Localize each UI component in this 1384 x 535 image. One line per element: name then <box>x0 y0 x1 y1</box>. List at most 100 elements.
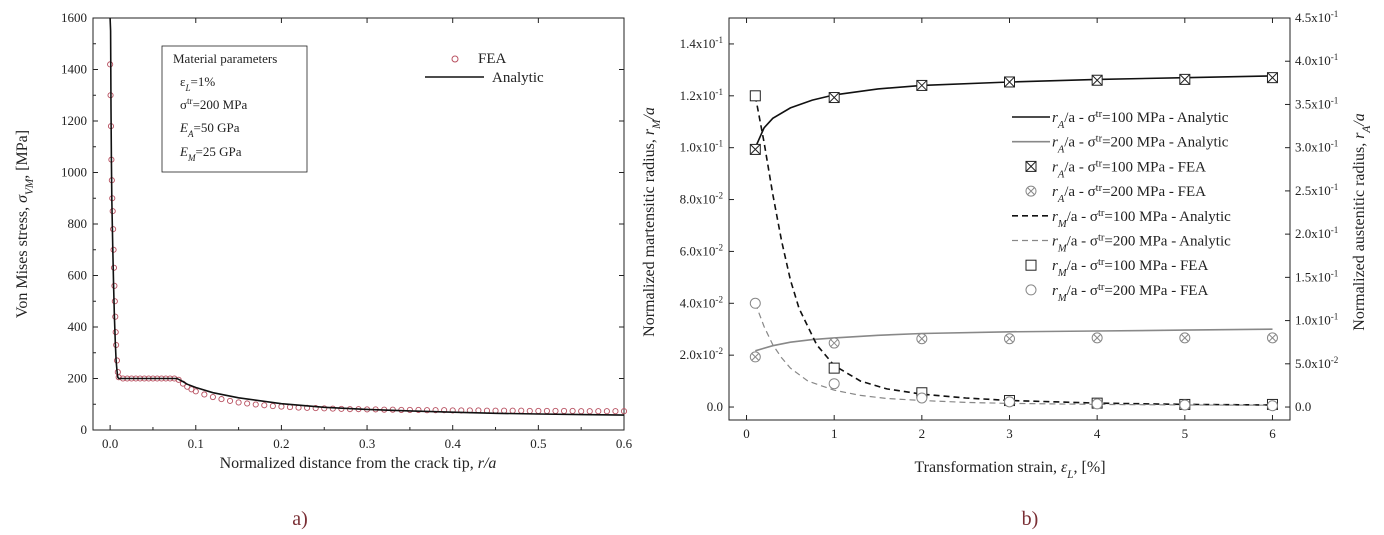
x-tick-label-a: 0.5 <box>530 436 546 451</box>
x-axis-label-a: Normalized distance from the crack tip, … <box>220 455 497 472</box>
marker-circle <box>828 378 840 390</box>
marker-circle <box>1091 398 1103 410</box>
series-point-b <box>1266 332 1278 344</box>
series-point-b <box>916 392 928 404</box>
material-param-ea: EA=50 GPa <box>179 120 240 139</box>
series-point-b <box>1004 76 1015 88</box>
y-tick-label-a: 1400 <box>61 62 87 77</box>
y-tick-label-right-b: 2.0x10-1 <box>1295 225 1338 241</box>
y-tick-label-left-b: 1.4x10-1 <box>680 35 723 51</box>
fea-point-a <box>269 403 276 410</box>
y-tick-label-left-b: 8.0x10-2 <box>680 191 724 207</box>
marker-x <box>1004 76 1015 88</box>
y-tick-label-left-b: 2.0x10-2 <box>680 346 724 362</box>
fea-point-a <box>312 405 319 412</box>
fea-point-a <box>423 407 431 414</box>
fea-point-a <box>441 407 448 414</box>
x-tick-label-b: 4 <box>1094 426 1101 441</box>
legend-fea-marker <box>451 55 459 63</box>
y-tick-label-a: 0 <box>81 422 88 437</box>
y-tick-label-right-b: 3.5x10-1 <box>1295 95 1338 111</box>
fea-point-a <box>321 405 328 412</box>
marker-x <box>917 334 926 343</box>
marker-circle <box>1266 400 1278 412</box>
x-tick-label-a: 0.1 <box>188 436 204 451</box>
x-tick-label-b: 2 <box>919 426 926 441</box>
x-axis-label-b: Transformation strain, εL, [%] <box>914 459 1105 481</box>
y-tick-label-a: 600 <box>68 268 88 283</box>
series-point-b <box>1004 333 1015 345</box>
y-axis-label-right-b: Normalized austenitic radius, rA/a <box>1351 113 1373 330</box>
fea-point-a <box>175 376 182 383</box>
series-point-b <box>828 337 840 349</box>
y-tick-label-a: 1000 <box>61 165 87 180</box>
marker-square <box>749 90 761 102</box>
y-tick-label-right-b: 2.5x10-1 <box>1295 182 1338 198</box>
fea-point-a <box>543 407 550 414</box>
fea-point-a <box>252 401 259 408</box>
series-point-b <box>749 297 761 309</box>
fea-point-a <box>501 407 508 414</box>
panel-label-b: b) <box>1022 508 1039 530</box>
legend-fea-label: FEA <box>478 51 507 67</box>
marker-circle <box>916 392 928 404</box>
marker-circle <box>1004 396 1015 408</box>
fea-point-a <box>115 374 122 381</box>
y-tick-label-right-b: 5.0x10-2 <box>1295 355 1339 371</box>
y-axis-label-a: Von Mises stress, σVM, [MPa] <box>14 130 36 318</box>
fea-point-a <box>569 407 576 414</box>
marker-x <box>916 80 928 91</box>
y-tick-label-right-b: 3.0x10-1 <box>1295 139 1338 155</box>
fea-point-a <box>329 405 336 412</box>
legend-label-b: rM/a - σtr=200 MPa - FEA <box>1052 281 1208 303</box>
marker-x <box>1093 334 1102 342</box>
x-tick-label-a: 0.2 <box>273 436 289 451</box>
marker-x <box>1091 74 1103 86</box>
y-tick-label-left-b: 4.0x10-2 <box>680 294 724 310</box>
series-point-b <box>1266 400 1278 412</box>
legend-label-b: rA/a - σtr=200 MPa - FEA <box>1052 183 1206 205</box>
y-tick-label-a: 1600 <box>61 10 87 25</box>
legend-label-b: rM/a - σtr=100 MPa - FEA <box>1052 257 1208 279</box>
y-tick-label-right-b: 0.0 <box>1295 399 1311 414</box>
y-tick-label-right-b: 4.5x10-1 <box>1295 9 1338 25</box>
marker-x <box>1180 334 1189 342</box>
series-point-b <box>1266 72 1278 84</box>
fea-point-a <box>406 406 413 413</box>
series-point-b <box>1091 332 1103 344</box>
x-tick-label-b: 6 <box>1269 426 1276 441</box>
x-tick-label-b: 5 <box>1182 426 1189 441</box>
series-point-b <box>828 92 840 104</box>
x-tick-label-a: 0.4 <box>445 436 462 451</box>
y-tick-label-a: 800 <box>68 216 88 231</box>
legend-analytic-label: Analytic <box>492 70 544 86</box>
series-point-b <box>749 143 761 155</box>
fea-point-a <box>244 400 251 407</box>
series-point-b <box>916 79 928 91</box>
legend-marker-b <box>1025 185 1037 197</box>
legend-label-b: rA/a - σtr=200 MPa - Analytic <box>1052 133 1229 155</box>
series-point-b <box>828 378 840 390</box>
legend-label-b: rA/a - σtr=100 MPa - Analytic <box>1052 109 1229 131</box>
marker-x <box>749 144 761 155</box>
fea-point-a <box>209 393 216 401</box>
fea-point-a <box>578 408 585 415</box>
legend-label-b: rM/a - σtr=100 MPa - Analytic <box>1052 207 1231 229</box>
series-line-b <box>755 328 1273 352</box>
series-line-b <box>754 75 1273 149</box>
series-point-b <box>749 90 761 102</box>
x-tick-label-b: 1 <box>831 426 838 441</box>
marker-x <box>1005 334 1014 343</box>
series-point-b <box>916 333 928 345</box>
fea-point-a <box>526 407 533 414</box>
fea-point-a <box>261 402 268 409</box>
fea-point-a <box>278 403 285 410</box>
fea-point-a <box>560 407 568 414</box>
fea-point-a <box>612 408 619 415</box>
fea-point-a <box>218 396 225 403</box>
series-point-b <box>1091 398 1103 410</box>
fea-point-a <box>603 408 610 415</box>
series-line-b <box>754 95 1273 406</box>
y-tick-label-left-b: 0.0 <box>707 399 723 414</box>
